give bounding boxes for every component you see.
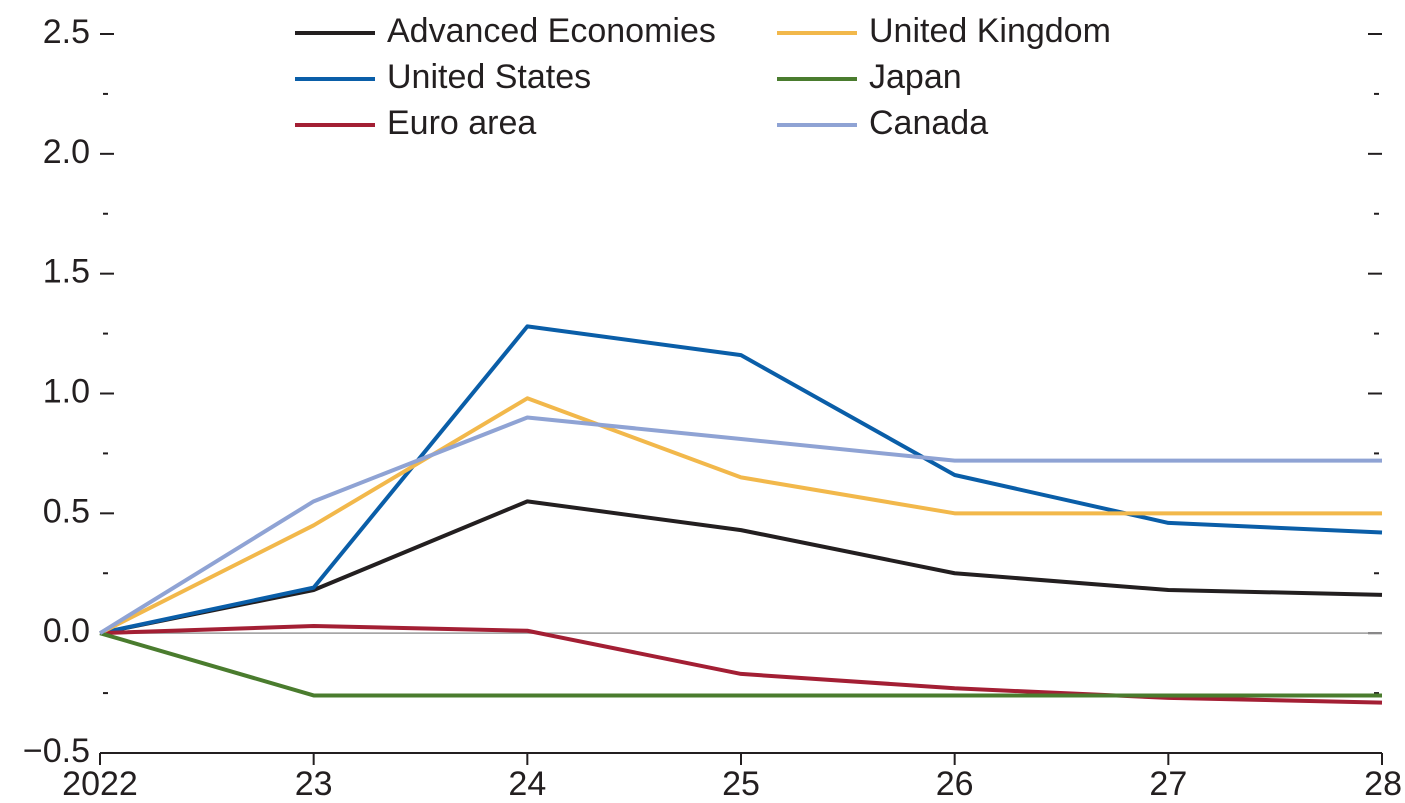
x-tick-label: 28 — [1364, 765, 1402, 803]
series-line — [99, 396, 1382, 635]
y-tick-label: 2.0 — [43, 133, 90, 171]
legend-label: Euro area — [387, 104, 536, 142]
x-tick-label: 23 — [295, 765, 333, 803]
y-tick-label: 0.5 — [43, 492, 90, 530]
y-tick-label: 2.5 — [43, 13, 90, 51]
legend-label: Advanced Economies — [387, 12, 716, 50]
x-tick-label: 27 — [1149, 765, 1187, 803]
x-tick-label: 2022 — [62, 765, 138, 803]
legend-label: Japan — [869, 58, 962, 96]
legend-label: Canada — [869, 104, 988, 142]
x-tick-label: 26 — [936, 765, 974, 803]
series-line — [98, 415, 1382, 635]
series-line — [99, 324, 1383, 636]
series-line — [99, 631, 1382, 698]
y-tick-label: 0.0 — [43, 612, 90, 650]
series-line — [99, 623, 1383, 705]
series-line — [99, 499, 1383, 636]
y-tick-label: −0.5 — [23, 732, 90, 770]
y-tick-label: 1.5 — [43, 253, 90, 291]
legend-label: United States — [387, 58, 591, 96]
y-tick-label: 1.0 — [43, 372, 90, 410]
x-tick-label: 24 — [508, 765, 546, 803]
legend-label: United Kingdom — [869, 12, 1111, 50]
x-tick-label: 25 — [722, 765, 760, 803]
